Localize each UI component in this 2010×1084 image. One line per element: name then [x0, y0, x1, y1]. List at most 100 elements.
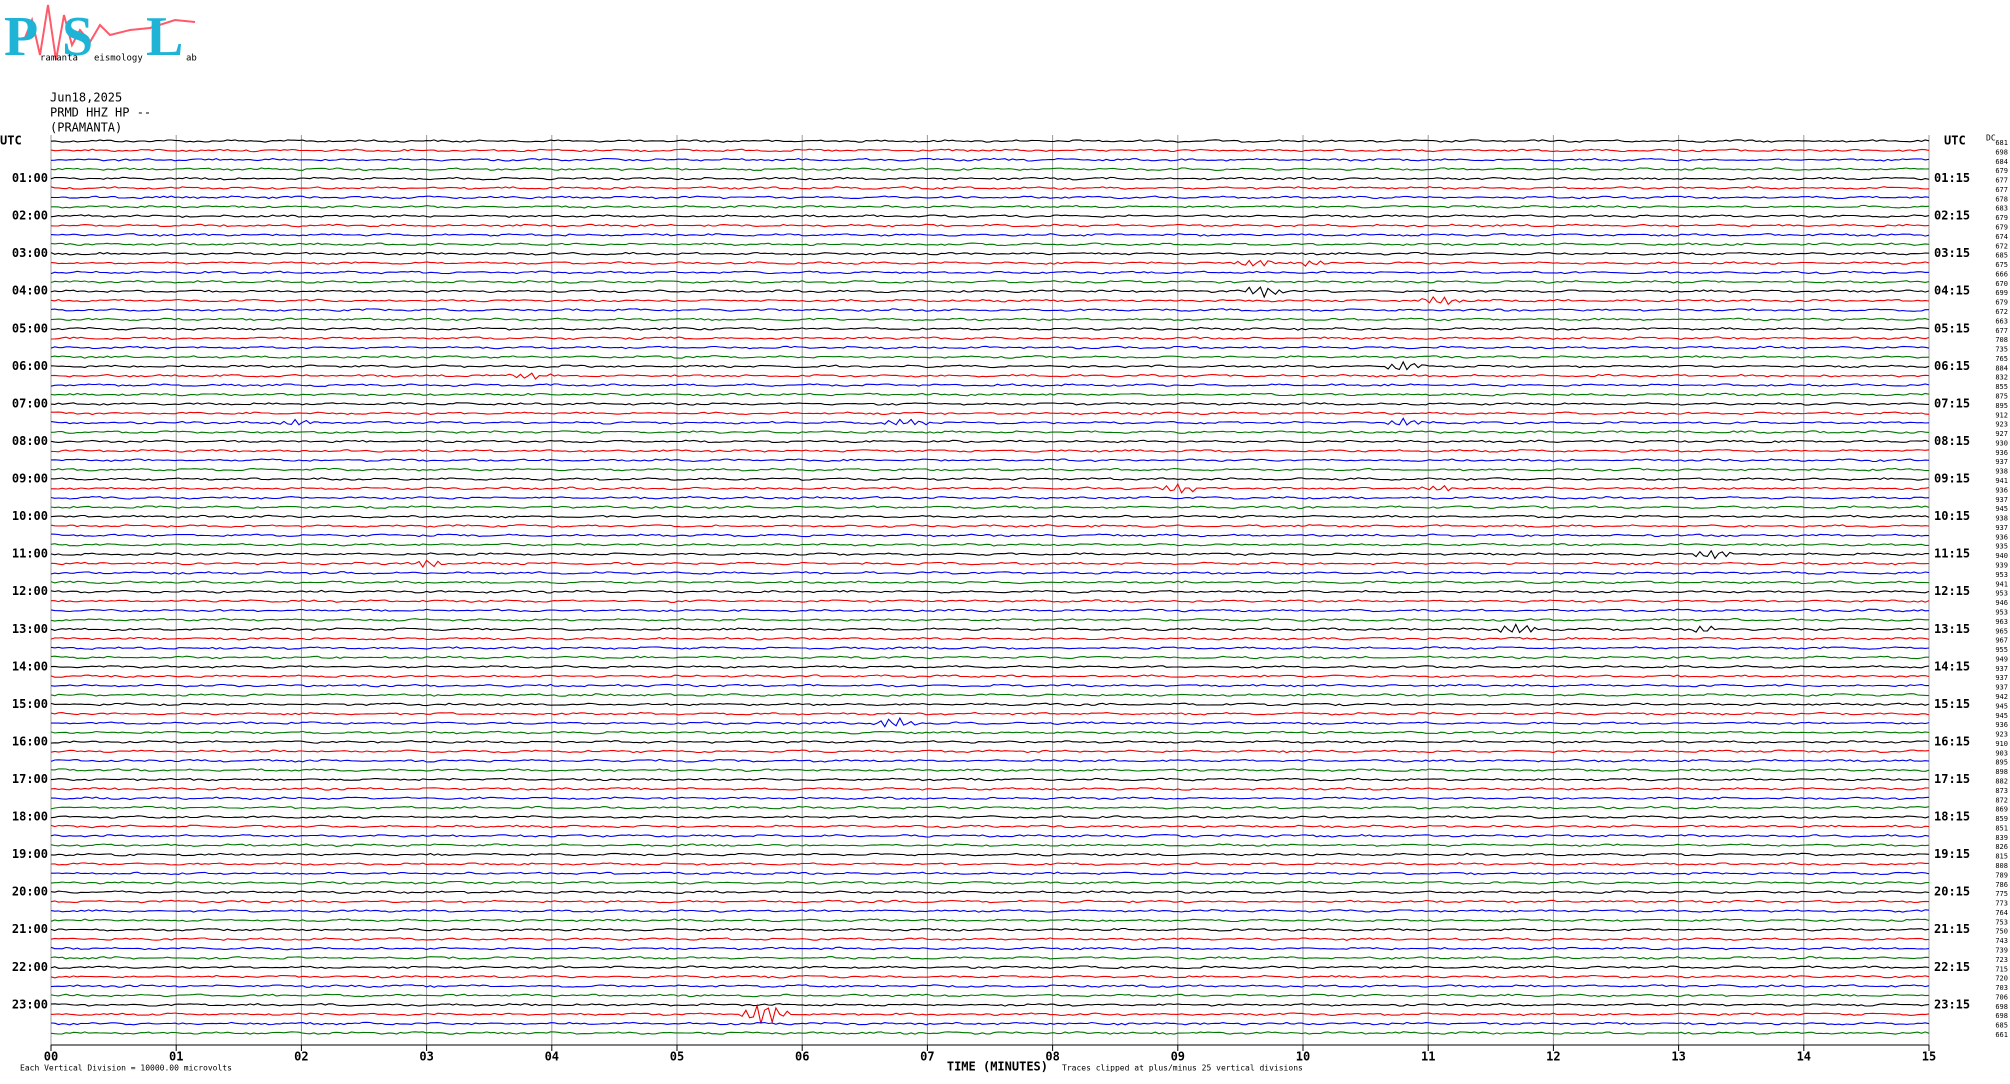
trace	[50, 308, 1929, 312]
trace	[50, 467, 1930, 472]
dc-value: 941	[1995, 580, 2008, 588]
dc-value: 938	[1995, 515, 2008, 523]
hour-label-right: 22:15	[1934, 960, 1970, 974]
x-tick-label: 03	[419, 1050, 433, 1064]
trace	[50, 449, 1930, 453]
trace	[50, 360, 1930, 371]
trace	[50, 880, 1930, 885]
trace	[50, 402, 1930, 406]
dc-value: 940	[1995, 552, 2008, 560]
trace	[50, 317, 1930, 322]
trace	[50, 439, 1930, 444]
dc-value: 708	[1995, 336, 2008, 344]
trace	[50, 1021, 1930, 1026]
trace	[50, 909, 1930, 913]
trace	[51, 326, 1930, 331]
dc-value: 764	[1995, 909, 2008, 917]
trace	[50, 214, 1930, 218]
dc-value: 945	[1995, 702, 2008, 710]
dc-value: 936	[1995, 449, 2008, 457]
logo-letter: L	[146, 6, 183, 68]
dc-value: 910	[1995, 740, 2008, 748]
footer-scale: Each Vertical Division = 10000.00 microv…	[20, 1064, 232, 1073]
header-date: Jun18,2025	[50, 91, 122, 105]
x-tick-label: 11	[1421, 1050, 1435, 1064]
dc-value: 678	[1995, 195, 2008, 203]
dc-value: 963	[1995, 618, 2008, 626]
trace	[50, 674, 1930, 679]
trace	[50, 655, 1929, 660]
dc-value: 685	[1995, 1022, 2008, 1030]
dc-value: 938	[1995, 468, 2008, 476]
hour-label-left: 09:00	[12, 472, 48, 486]
trace	[50, 749, 1930, 754]
trace	[50, 824, 1930, 829]
trace	[51, 796, 1930, 801]
hour-label-right: 11:15	[1934, 547, 1970, 561]
dc-value: 663	[1995, 317, 2008, 325]
trace	[50, 571, 1930, 575]
trace	[50, 542, 1929, 547]
trace	[50, 805, 1930, 810]
x-tick-label: 14	[1797, 1050, 1811, 1064]
hour-label-left: 01:00	[12, 171, 48, 185]
hour-label-right: 07:15	[1934, 396, 1970, 410]
dc-value: 703	[1995, 984, 2008, 992]
dc-value: 851	[1995, 824, 2008, 832]
trace	[50, 618, 1929, 622]
trace	[50, 533, 1930, 538]
dc-value: 684	[1995, 158, 2008, 166]
hour-label-left: 19:00	[12, 847, 48, 861]
dc-value: 945	[1995, 505, 2008, 513]
trace	[50, 1003, 1930, 1025]
trace	[50, 918, 1930, 923]
trace	[50, 383, 1930, 387]
x-axis-title: TIME (MINUTES)	[947, 1060, 1048, 1074]
x-tick-label: 05	[670, 1050, 684, 1064]
hour-label-right: 19:15	[1934, 847, 1970, 861]
trace	[50, 711, 1930, 716]
dc-value: 937	[1995, 458, 2008, 466]
trace	[50, 589, 1930, 594]
dc-value: 698	[1995, 1012, 2008, 1020]
trace	[50, 965, 1930, 970]
hour-label-left: 22:00	[12, 960, 48, 974]
dc-value: 677	[1995, 186, 2008, 194]
trace	[50, 430, 1930, 434]
trace	[50, 580, 1930, 585]
trace	[50, 623, 1930, 634]
trace	[50, 233, 1930, 237]
x-tick-label: 07	[920, 1050, 934, 1064]
trace	[50, 730, 1930, 735]
dc-value: 882	[1995, 777, 2008, 785]
trace	[50, 993, 1930, 998]
x-tick-label: 13	[1671, 1050, 1685, 1064]
x-tick-label: 08	[1045, 1050, 1059, 1064]
trace	[51, 482, 1930, 494]
trace	[50, 417, 1930, 426]
dc-value: 895	[1995, 402, 2008, 410]
trace	[50, 477, 1930, 481]
trace	[50, 646, 1930, 650]
dc-value: 927	[1995, 430, 2008, 438]
dc-value: 720	[1995, 975, 2008, 983]
logo-wave	[9, 4, 196, 61]
trace	[50, 495, 1930, 500]
dc-value: 661	[1995, 1031, 2008, 1039]
trace	[50, 862, 1929, 866]
trace	[50, 787, 1930, 791]
trace	[50, 664, 1930, 669]
dc-value: 912	[1995, 411, 2008, 419]
trace	[50, 251, 1930, 256]
trace	[50, 740, 1930, 744]
dc-value: 677	[1995, 327, 2008, 335]
header-station: PRMD HHZ HP --	[50, 106, 151, 120]
dc-value: 815	[1995, 853, 2008, 861]
x-tick-label: 01	[169, 1050, 183, 1064]
hour-label-left: 20:00	[12, 885, 48, 899]
trace	[50, 514, 1930, 519]
trace	[50, 295, 1930, 306]
logo-word: ab	[186, 54, 197, 64]
traces	[50, 139, 1930, 1035]
trace	[50, 693, 1930, 697]
